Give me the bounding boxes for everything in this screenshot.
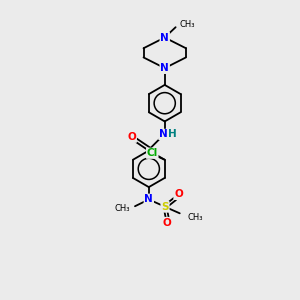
Text: CH₃: CH₃ [114,204,130,213]
Text: N: N [159,129,168,140]
Text: O: O [174,189,183,199]
Text: O: O [128,132,136,142]
Text: CH₃: CH₃ [179,20,195,29]
Text: N: N [144,194,153,205]
Text: Cl: Cl [147,148,158,158]
Text: H: H [168,129,176,140]
Text: S: S [161,202,169,212]
Text: N: N [160,32,169,43]
Text: O: O [163,218,172,228]
Text: CH₃: CH₃ [187,213,202,222]
Text: N: N [160,63,169,73]
